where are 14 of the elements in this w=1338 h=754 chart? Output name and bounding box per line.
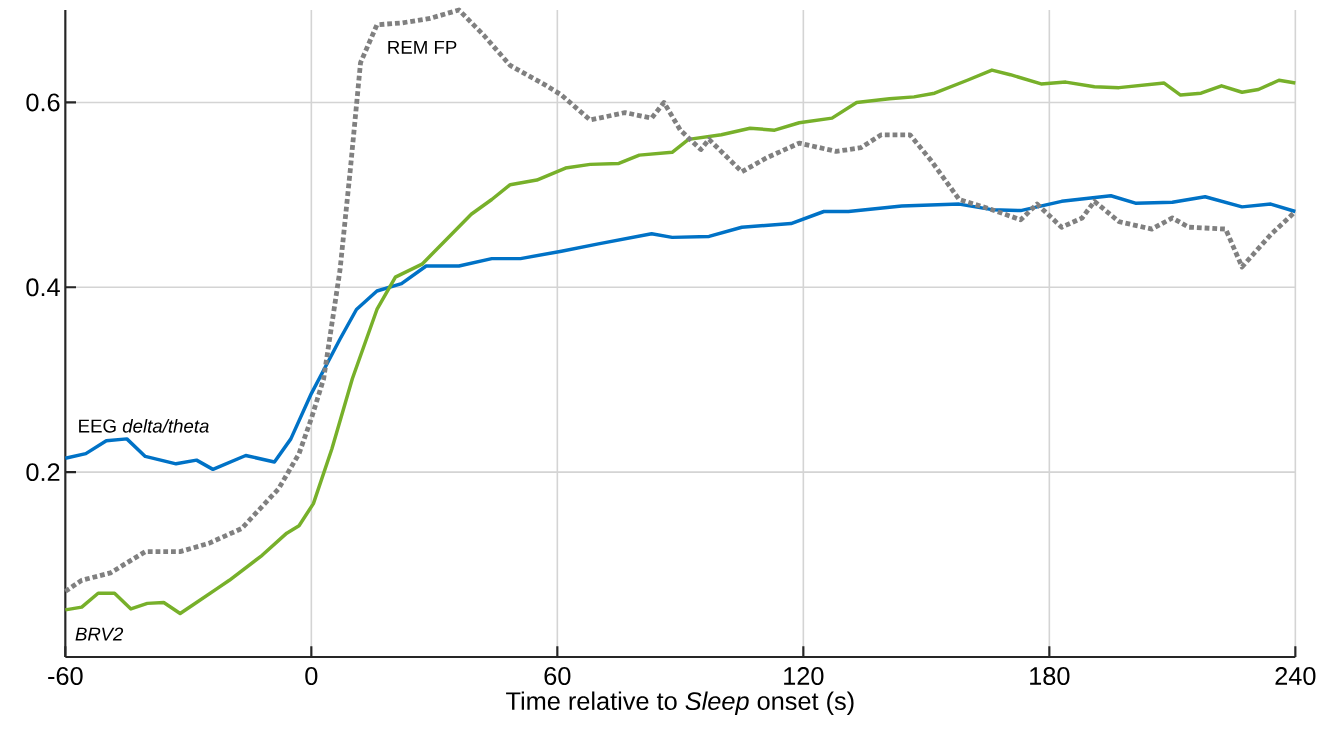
series-label: REM FP (388, 40, 457, 54)
y-tick-label: 0.2 (26, 463, 60, 482)
y-tick-label: 0.4 (26, 278, 60, 297)
x-tick-label: 180 (1030, 667, 1070, 685)
series-label: EEG delta/theta (79, 418, 209, 433)
x-tick-label: 0 (305, 667, 318, 685)
y-tick-label: 0.6 (26, 93, 60, 112)
x-tick-label: 60 (544, 667, 571, 685)
x-tick-label: -60 (48, 667, 83, 685)
x-tick-label: 120 (784, 667, 824, 685)
series-label: BRV2 (75, 627, 124, 641)
line-series (63, 194, 1298, 472)
x-axis-title: Time relative to Sleep onset (s) (506, 691, 854, 716)
x-tick-label: 240 (1275, 667, 1316, 685)
